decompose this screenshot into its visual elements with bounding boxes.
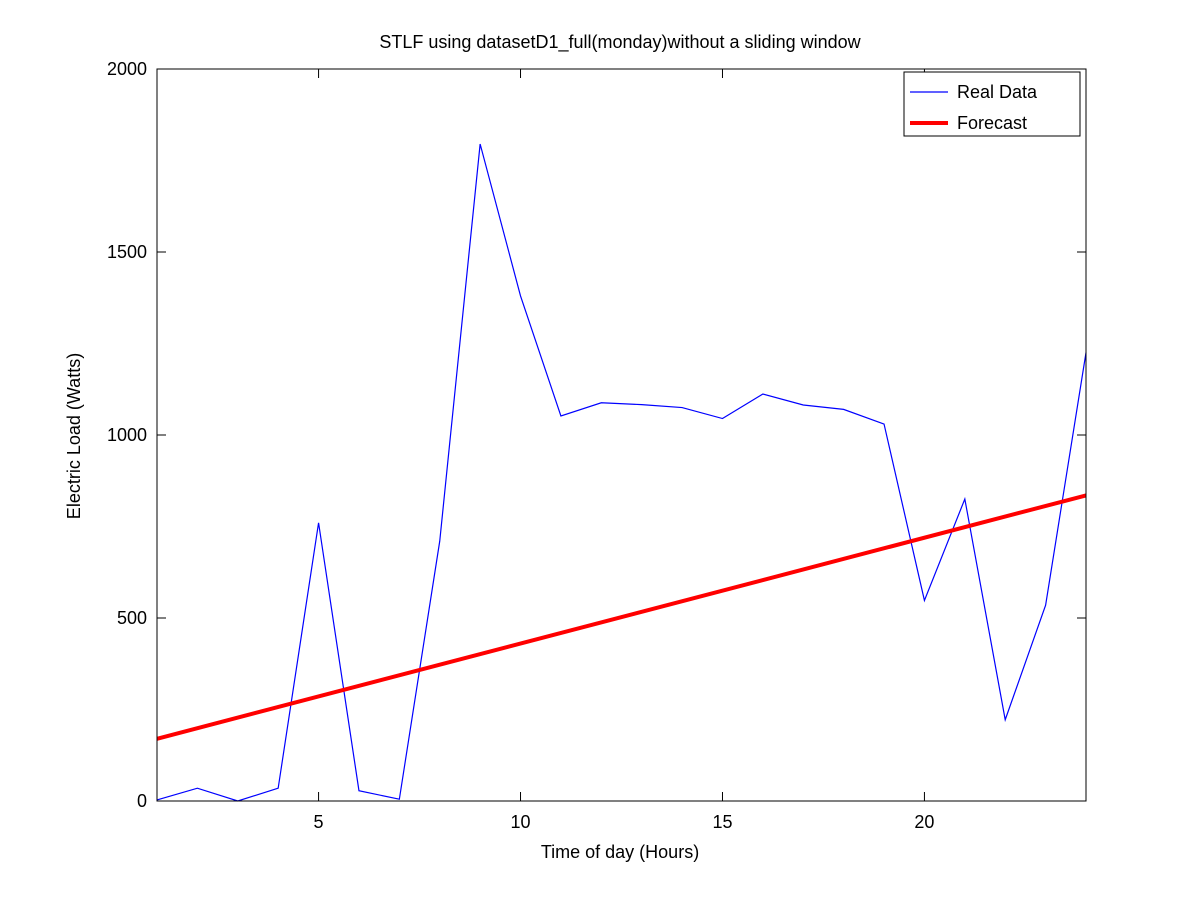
series-line-forecast <box>156 493 1087 741</box>
x-tick-label: 10 <box>511 812 531 832</box>
x-axis-title: Time of day (Hours) <box>541 842 699 862</box>
y-axis-title: Electric Load (Watts) <box>64 353 84 519</box>
y-tick-label: 1000 <box>107 425 147 445</box>
legend: Real Data Forecast <box>903 71 1081 137</box>
legend-label: Forecast <box>957 113 1027 133</box>
x-tick-label: 5 <box>314 812 324 832</box>
x-tick-label: 20 <box>914 812 934 832</box>
plot-area: 5 10 15 20 0 500 1000 1500 2000 <box>107 59 1087 832</box>
series-line-real-data <box>156 143 1087 802</box>
y-tick-label: 2000 <box>107 59 147 79</box>
x-tick-label: 15 <box>712 812 732 832</box>
y-tick-label: 1500 <box>107 242 147 262</box>
legend-box <box>903 71 1081 137</box>
y-tick-label: 0 <box>137 791 147 811</box>
legend-label: Real Data <box>957 82 1038 102</box>
y-tick-label: 500 <box>117 608 147 628</box>
chart-title: STLF using datasetD1_full(monday)without… <box>379 32 861 53</box>
